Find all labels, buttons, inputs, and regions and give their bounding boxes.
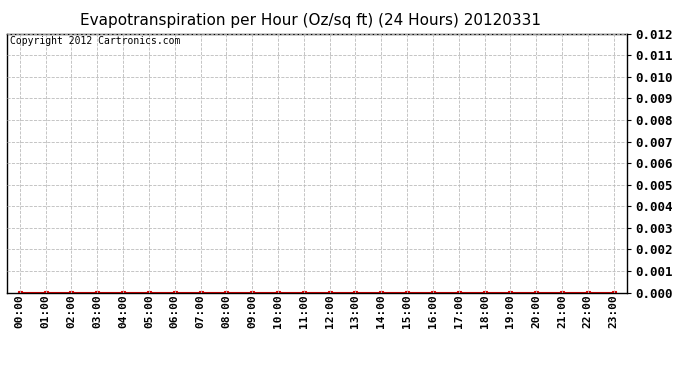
Text: Copyright 2012 Cartronics.com: Copyright 2012 Cartronics.com — [10, 36, 180, 46]
Text: Evapotranspiration per Hour (Oz/sq ft) (24 Hours) 20120331: Evapotranspiration per Hour (Oz/sq ft) (… — [80, 13, 541, 28]
